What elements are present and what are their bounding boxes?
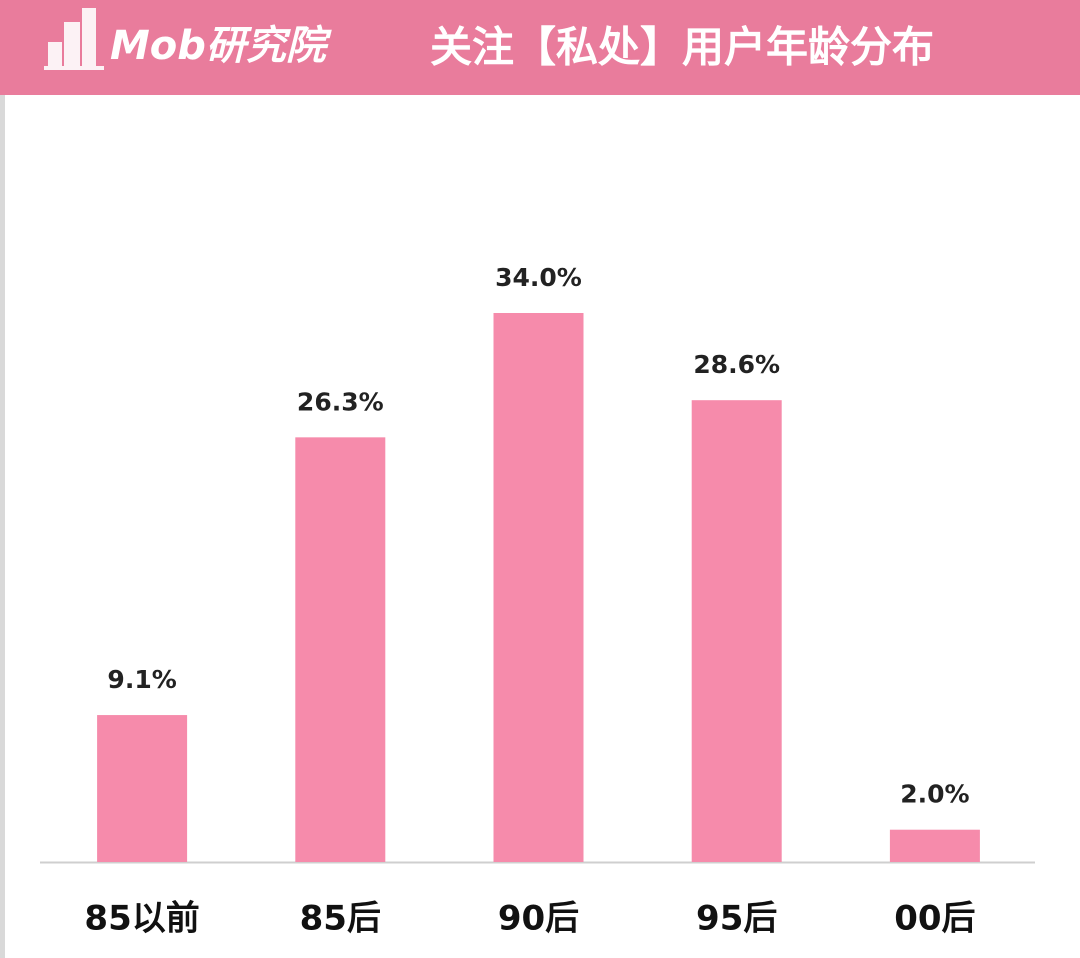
x-tick-label: 85后 bbox=[300, 899, 381, 939]
x-tick-label: 00后 bbox=[894, 899, 975, 939]
header-bar bbox=[0, 0, 1080, 95]
bar bbox=[493, 313, 584, 862]
left-border bbox=[0, 95, 5, 958]
x-tick-label: 90后 bbox=[498, 899, 579, 939]
logo-icon bbox=[44, 8, 104, 70]
x-tick-label: 95后 bbox=[696, 899, 777, 939]
value-label: 28.6% bbox=[693, 350, 780, 379]
x-tick-label: 85以前 bbox=[84, 899, 199, 939]
bar bbox=[295, 437, 386, 862]
value-label: 2.0% bbox=[900, 780, 969, 809]
chart-title: 关注【私处】用户年龄分布 bbox=[430, 23, 934, 72]
brand-logo: Mob研究院 bbox=[110, 23, 332, 69]
bar bbox=[889, 829, 980, 862]
value-label: 34.0% bbox=[495, 263, 582, 292]
bar bbox=[691, 400, 782, 862]
value-label: 9.1% bbox=[107, 665, 176, 694]
value-label: 26.3% bbox=[297, 387, 384, 416]
bar bbox=[97, 715, 188, 862]
